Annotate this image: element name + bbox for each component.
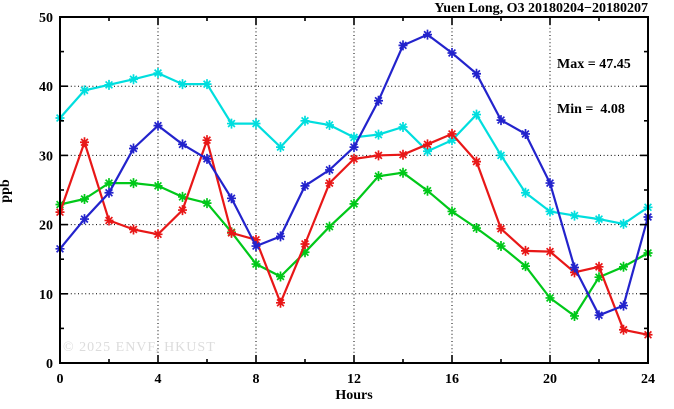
y-tick-label: 0	[46, 357, 53, 372]
x-tick-label: 24	[641, 372, 655, 387]
y-tick-label: 10	[39, 288, 53, 303]
max-value-label: Max = 47.45	[557, 57, 631, 72]
axis-ticks	[59, 16, 649, 364]
x-tick-label: 8	[253, 372, 260, 387]
x-tick-label: 12	[347, 372, 361, 387]
y-tick-label: 50	[39, 11, 53, 26]
x-tick-label: 4	[155, 372, 162, 387]
x-tick-label: 16	[445, 372, 459, 387]
y-tick-label: 30	[39, 149, 53, 164]
x-axis-label: Hours	[335, 388, 373, 403]
chart-title: Yuen Long, O3 20180204−20180207	[434, 1, 648, 16]
y-tick-label: 20	[39, 219, 53, 234]
x-tick-label: 0	[57, 372, 64, 387]
min-value-label: Min = 4.08	[557, 102, 625, 117]
stats-annotation: Max = 47.45 Min = 4.08	[557, 27, 631, 147]
y-tick-label: 40	[39, 80, 53, 95]
watermark: © 2025 ENVF, HKUST	[63, 340, 216, 355]
series-blue	[55, 29, 653, 321]
y-axis-label: ppb	[0, 179, 13, 203]
x-tick-label: 20	[543, 372, 557, 387]
